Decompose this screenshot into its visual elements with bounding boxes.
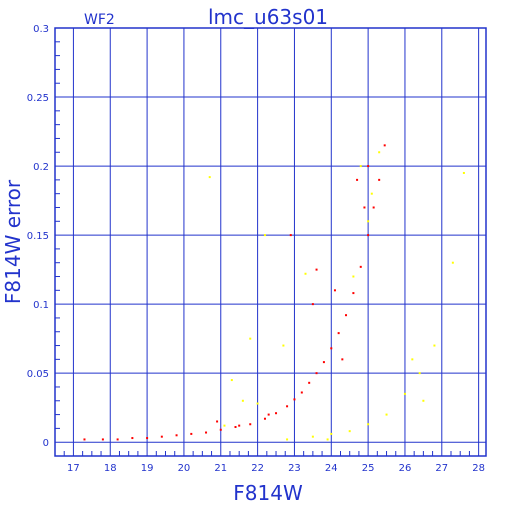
- data-point: [462, 171, 465, 174]
- data-point: [267, 413, 270, 416]
- plot-frame: [54, 27, 487, 457]
- data-point: [216, 420, 219, 423]
- data-point: [190, 432, 193, 435]
- x-tick-labels: 17 18 19 20 21 22 23 24 25 26 27 28: [67, 463, 485, 474]
- data-point: [101, 438, 104, 441]
- x-tick-label: 22: [251, 463, 264, 474]
- data-point: [330, 432, 333, 435]
- data-point: [337, 332, 340, 335]
- x-tick-label: 19: [141, 463, 154, 474]
- data-point: [160, 435, 163, 438]
- data-point: [378, 151, 381, 154]
- data-point: [363, 206, 366, 209]
- data-point: [359, 165, 362, 168]
- data-point: [322, 361, 325, 364]
- y-tick-label: 0.25: [27, 93, 49, 104]
- data-point: [367, 423, 370, 426]
- data-point: [263, 234, 266, 237]
- data-point: [451, 261, 454, 264]
- data-point: [256, 402, 259, 405]
- x-axis-title: F814W: [233, 481, 303, 505]
- data-point: [286, 438, 289, 441]
- data-point: [326, 438, 329, 441]
- x-tick-label: 17: [67, 463, 80, 474]
- data-point: [403, 392, 406, 395]
- data-point: [219, 428, 222, 431]
- chart-title: lmc_u63s01: [208, 5, 328, 29]
- data-points: [83, 144, 465, 441]
- data-point: [383, 144, 386, 147]
- data-point: [315, 268, 318, 271]
- series-points: [208, 151, 465, 441]
- data-point: [308, 381, 311, 384]
- data-point: [205, 431, 208, 434]
- data-point: [359, 265, 362, 268]
- data-point: [230, 379, 233, 382]
- data-point: [352, 275, 355, 278]
- data-point: [367, 234, 370, 237]
- data-point: [433, 344, 436, 347]
- data-point: [304, 272, 307, 275]
- x-tick-label: 23: [288, 463, 301, 474]
- data-point: [378, 178, 381, 181]
- data-point: [249, 337, 252, 340]
- data-point: [333, 289, 336, 292]
- x-tick-label: 25: [362, 463, 375, 474]
- data-point: [345, 314, 348, 317]
- x-tick-label: 27: [435, 463, 448, 474]
- data-point: [422, 399, 425, 402]
- data-point: [131, 437, 134, 440]
- data-point: [315, 372, 318, 375]
- x-tick-label: 28: [472, 463, 485, 474]
- data-point: [175, 434, 178, 437]
- data-point: [282, 344, 285, 347]
- data-point: [286, 405, 289, 408]
- data-point: [385, 413, 388, 416]
- data-point: [411, 358, 414, 361]
- data-point: [146, 437, 149, 440]
- data-point: [300, 391, 303, 394]
- x-tick-label: 18: [104, 463, 117, 474]
- x-tick-label: 26: [399, 463, 412, 474]
- y-tick-label: 0.2: [33, 162, 49, 173]
- data-point: [356, 178, 359, 181]
- y-axis-title: F814W error: [1, 179, 25, 304]
- data-point: [83, 438, 86, 441]
- data-point: [241, 399, 244, 402]
- data-point: [348, 430, 351, 433]
- y-tick-label: 0.1: [33, 300, 49, 311]
- y-tick-label: 0: [43, 438, 49, 449]
- data-point: [311, 303, 314, 306]
- data-point: [263, 417, 266, 420]
- chart-subtitle: WF2: [84, 12, 115, 28]
- data-point: [293, 398, 296, 401]
- data-point: [370, 192, 373, 195]
- data-point: [234, 426, 237, 429]
- y-tick-label: 0.15: [27, 231, 49, 242]
- data-point: [289, 234, 292, 237]
- data-point: [330, 347, 333, 350]
- x-tick-label: 24: [325, 463, 338, 474]
- data-point: [367, 165, 370, 168]
- data-point: [238, 424, 241, 427]
- data-point: [116, 438, 119, 441]
- y-tick-label: 0.3: [33, 24, 49, 35]
- x-tick-label: 20: [178, 463, 191, 474]
- data-point: [311, 435, 314, 438]
- data-point: [372, 206, 375, 209]
- data-point: [352, 292, 355, 295]
- data-point: [223, 424, 226, 427]
- data-point: [367, 220, 370, 223]
- x-tick-label: 21: [214, 463, 227, 474]
- y-tick-label: 0.05: [27, 369, 49, 380]
- data-point: [249, 423, 252, 426]
- grid: [55, 27, 486, 456]
- series-points: [83, 144, 386, 441]
- data-point: [418, 372, 421, 375]
- data-point: [208, 176, 211, 179]
- data-point: [341, 358, 344, 361]
- y-tick-labels: 0 0.05 0.1 0.15 0.2 0.25 0.3: [27, 24, 49, 449]
- data-point: [275, 412, 278, 415]
